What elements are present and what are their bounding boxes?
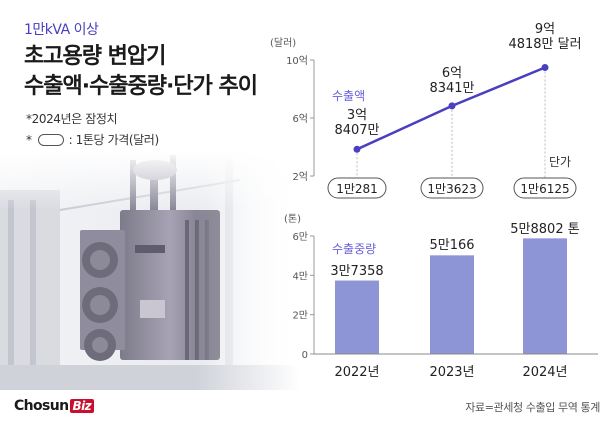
line-y-tick-label: 2억 <box>292 171 308 183</box>
line-value-label: 8341만 <box>429 81 474 96</box>
line-y-tick-label: 6억 <box>292 113 308 125</box>
export-weight-bar <box>430 255 474 354</box>
unit-price-label: 1만6125 <box>520 182 569 196</box>
bar-unit-label: (톤) <box>284 213 301 225</box>
legend-asterisk: * <box>26 132 32 147</box>
x-category-label: 2023년 <box>429 365 474 380</box>
unit-price-label: 1만3623 <box>427 182 476 196</box>
export-weight-bar <box>523 238 567 354</box>
legend-text: : 1톤당 가격(달러) <box>68 133 160 147</box>
brand-suffix: Biz <box>69 399 94 413</box>
line-series-label: 수출액 <box>332 89 365 103</box>
bar-y-tick-label: 2만 <box>292 310 308 322</box>
line-value-label: 6억 <box>442 66 462 81</box>
x-category-label: 2024년 <box>522 365 567 380</box>
brand-name: Chosun <box>14 398 69 414</box>
brand-logo: Chosun Biz <box>14 398 94 414</box>
export-value-point <box>353 145 361 153</box>
line-unit-label: (달러) <box>270 37 296 49</box>
line-value-label: 9억 <box>535 22 555 37</box>
unit-price-pill <box>513 177 577 199</box>
x-category-label: 2022년 <box>334 365 379 380</box>
bar-y-tick-label: 4만 <box>292 270 308 282</box>
unit-price-label: 1만281 <box>336 182 378 196</box>
export-weight-bar <box>335 280 379 354</box>
bar-value-label: 5만8802 톤 <box>510 222 579 237</box>
unit-price-pill <box>420 177 484 199</box>
legend-pill-icon <box>37 133 64 146</box>
title-line-2: 수출액·수출중량·단가 추이 <box>24 74 258 99</box>
transformer-photo <box>0 150 300 390</box>
bar-value-label: 5만166 <box>429 238 474 253</box>
bar-y-tick-label: 6만 <box>292 231 308 243</box>
line-value-label: 4818만 달러 <box>508 37 581 52</box>
line-value-label: 3억 <box>347 108 367 123</box>
chart-subtitle: 1만kVA 이상 <box>24 22 99 38</box>
title-line-1: 초고용량 변압기 <box>24 44 166 69</box>
bar-value-label: 3만7358 <box>330 264 383 279</box>
line-value-label: 8407만 <box>334 123 379 138</box>
export-value-point <box>541 64 549 72</box>
bar-y-tick-label: 0 <box>302 350 308 361</box>
unit-price-pill <box>327 177 387 199</box>
chart-title: 초고용량 변압기 수출액·수출중량·단가 추이 <box>24 42 304 102</box>
line-y-tick-label: 10억 <box>286 55 308 67</box>
bar-series-label: 수출중량 <box>332 242 376 256</box>
source-note: 자료=관세청 수출입 무역 통계 <box>465 401 600 414</box>
unit-price-heading: 단가 <box>549 155 571 169</box>
provisional-note: *2024년은 잠정치 <box>26 112 118 126</box>
export-value-point <box>448 102 456 110</box>
unit-price-legend: * : 1톤당 가격(달러) <box>26 131 159 148</box>
